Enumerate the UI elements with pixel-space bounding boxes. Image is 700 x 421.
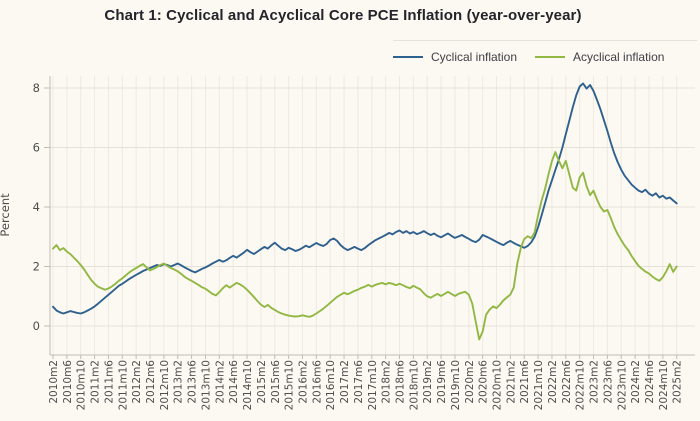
x-tick-label: 2025m2: [672, 360, 684, 404]
y-axis-title: Percent: [0, 193, 12, 237]
x-tick-label: 2016m2: [297, 360, 309, 404]
x-tick-label: 2019m10: [450, 360, 462, 410]
x-tick-label: 2024m2: [630, 360, 642, 404]
chart-legend: Cyclical inflation Acyclical inflation: [393, 40, 697, 64]
x-tick-label: 2012m6: [145, 360, 157, 404]
x-tick-label: 2018m6: [395, 360, 407, 404]
x-tick-label: 2014m6: [228, 360, 240, 404]
x-tick-label: 2018m2: [381, 360, 393, 404]
x-tick-label: 2023m6: [602, 360, 614, 404]
x-tick-label: 2019m2: [422, 360, 434, 404]
x-tick-label: 2017m2: [339, 360, 351, 404]
x-tick-label: 2015m6: [270, 360, 282, 404]
x-tick-label: 2020m10: [492, 360, 504, 410]
x-tick-label: 2017m10: [367, 360, 379, 410]
cyclical-line-swatch-icon: [393, 56, 423, 58]
svg-text:0: 0: [33, 319, 40, 333]
x-tick-label: 2016m10: [325, 360, 337, 410]
x-tick-label: 2013m10: [200, 360, 212, 410]
x-tick-label: 2017m6: [353, 360, 365, 404]
x-tick-label: 2016m6: [311, 360, 323, 404]
x-tick-label: 2022m10: [575, 360, 587, 410]
x-tick-label: 2014m2: [214, 360, 226, 404]
x-tick-label: 2011m2: [90, 360, 102, 404]
legend-item-acyclical: Acyclical inflation: [535, 50, 664, 64]
x-tick-label: 2015m10: [284, 360, 296, 410]
x-tick-label: 2010m6: [62, 360, 74, 404]
legend-item-cyclical: Cyclical inflation: [393, 50, 517, 64]
svg-text:4: 4: [33, 200, 40, 214]
x-tick-label: 2023m10: [616, 360, 628, 410]
x-tick-label: 2023m2: [589, 360, 601, 404]
x-tick-label: 2015m2: [256, 360, 268, 404]
x-tick-label: 2010m10: [76, 360, 88, 410]
x-tick-label: 2021m2: [505, 360, 517, 404]
legend-label-cyclical: Cyclical inflation: [431, 50, 518, 64]
x-tick-label: 2024m10: [658, 360, 670, 410]
x-tick-label: 2022m2: [547, 360, 559, 404]
legend-label-acyclical: Acyclical inflation: [573, 50, 665, 64]
x-tick-label: 2019m6: [436, 360, 448, 404]
x-tick-label: 2020m2: [464, 360, 476, 404]
x-tick-label: 2014m10: [242, 360, 254, 410]
x-tick-label: 2012m2: [131, 360, 143, 404]
x-tick-label: 2013m2: [173, 360, 185, 404]
x-tick-label: 2011m6: [103, 360, 115, 404]
x-tick-label: 2022m6: [561, 360, 573, 404]
x-tick-label: 2013m6: [187, 360, 199, 404]
series-line-acyclical: [52, 151, 678, 341]
x-tick-label: 2020m6: [478, 360, 490, 404]
x-tick-label: 2012m10: [159, 360, 171, 410]
svg-text:6: 6: [33, 141, 40, 155]
x-tick-label: 2021m10: [533, 360, 545, 410]
x-tick-label: 2021m6: [519, 360, 531, 404]
x-tick-label: 2011m10: [117, 360, 129, 410]
svg-text:2: 2: [33, 260, 40, 274]
x-tick-label: 2018m10: [408, 360, 420, 410]
series-line-cyclical: [52, 82, 678, 315]
x-tick-label: 2010m2: [48, 360, 60, 404]
svg-text:8: 8: [33, 81, 40, 95]
acyclical-line-swatch-icon: [535, 56, 566, 58]
x-tick-label: 2024m6: [644, 360, 656, 404]
chart-title: Chart 1: Cyclical and Acyclical Core PCE…: [104, 7, 582, 24]
